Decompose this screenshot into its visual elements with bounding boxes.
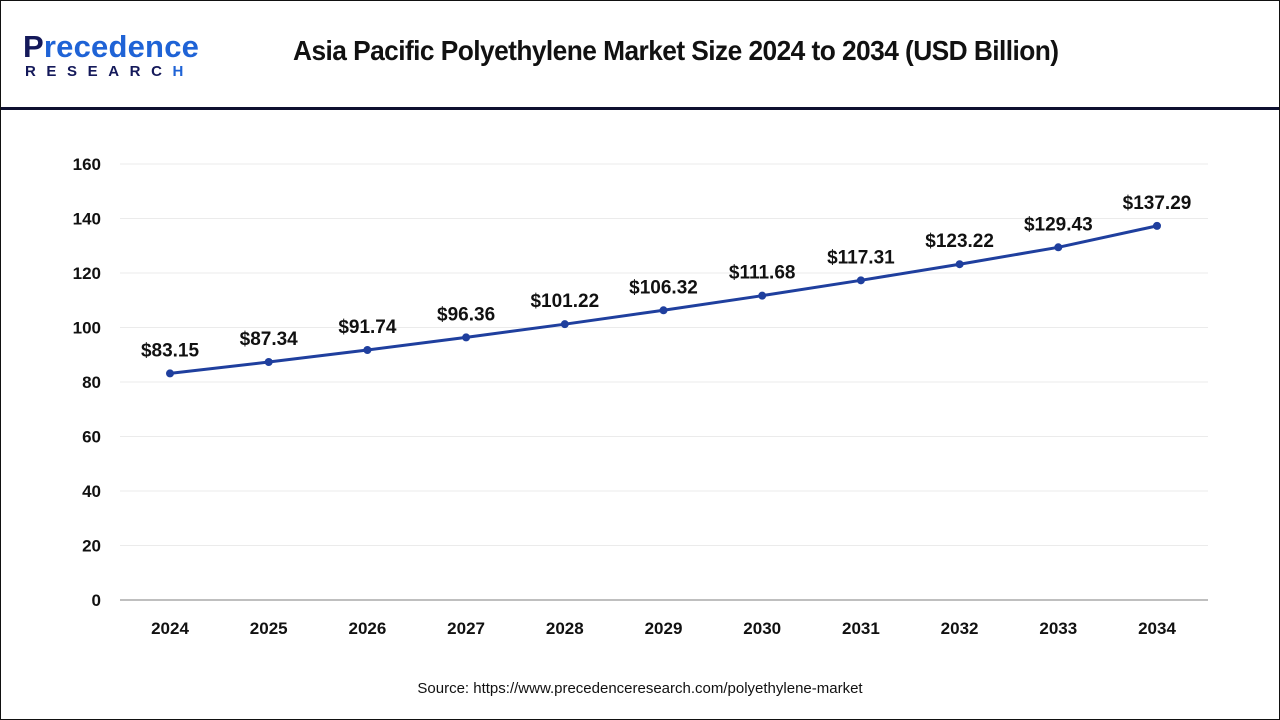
data-label: $117.31 [827,247,895,268]
precedence-research-logo: Precedence RESEARCH [23,31,213,81]
y-tick-label: 120 [73,264,101,283]
data-label: $129.43 [1024,214,1093,235]
logo-subtitle: RESEARCH [25,64,194,79]
data-points [166,221,1161,378]
y-tick-label: 160 [73,155,101,174]
data-point [1054,243,1063,252]
logo-wordmark-rest: recedence [43,29,200,64]
x-tick-label: 2030 [743,619,781,638]
data-point [462,333,471,342]
source-citation: Source: https://www.precedenceresearch.c… [417,680,863,697]
data-label: $96.36 [437,304,495,325]
y-axis-ticks: 0 20 40 60 80 100 120 140 160 [73,155,101,610]
data-point [166,369,174,378]
data-point [856,276,865,285]
gridlines [120,163,1208,546]
data-label: $101.22 [530,291,599,312]
data-label: $106.32 [629,277,698,298]
series-line [169,224,1158,375]
logo-subtitle-last: H [172,63,194,80]
x-tick-label: 2032 [941,619,979,638]
x-tick-label: 2026 [348,619,386,638]
x-tick-label: 2029 [645,619,683,638]
data-point [1153,221,1161,230]
y-tick-label: 80 [82,373,101,392]
x-tick-label: 2033 [1039,619,1077,638]
header: Precedence RESEARCH Asia Pacific Polyeth… [1,1,1279,110]
y-tick-label: 20 [82,537,101,556]
x-tick-label: 2028 [546,619,584,638]
data-label: $83.15 [141,340,200,361]
y-tick-label: 40 [82,482,101,501]
data-point [363,346,372,355]
y-tick-label: 0 [92,591,101,610]
x-tick-label: 2034 [1138,619,1176,638]
y-tick-label: 140 [73,210,101,229]
data-point [758,291,767,300]
data-point [264,357,273,366]
data-label: $91.74 [338,317,397,338]
data-label: $123.22 [925,231,994,252]
data-point [659,306,668,315]
chart-title: Asia Pacific Polyethylene Market Size 20… [293,35,1059,66]
data-point [560,320,569,329]
data-point [955,260,964,269]
x-tick-label: 2027 [447,619,485,638]
x-axis-ticks: 2024 2025 2026 2027 2028 2029 2030 2031 2032 2033… [151,619,1176,638]
y-tick-label: 60 [82,428,101,447]
y-tick-label: 100 [73,319,101,338]
logo-initial: P [23,29,44,64]
x-tick-label: 2024 [151,619,189,638]
data-label: $137.29 [1123,193,1192,214]
logo-subtitle-main: RESEARC [25,63,173,80]
data-label: $111.68 [729,263,796,284]
data-label: $87.34 [240,329,299,350]
x-tick-label: 2025 [250,619,288,638]
data-labels: $83.15 $87.34 $91.74 $96.36 $101.22 $106.32 $1… [141,193,1191,362]
x-tick-label: 2031 [842,619,880,638]
logo-wordmark: Precedence [23,31,199,62]
